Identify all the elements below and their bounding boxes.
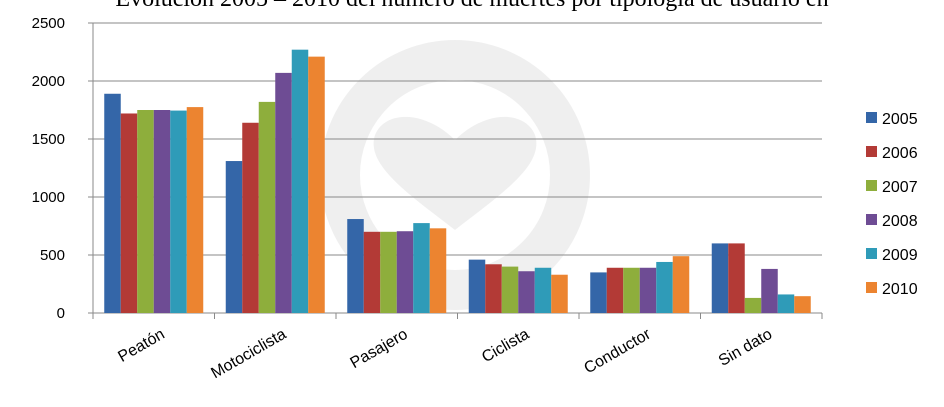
bar-2007-5 — [744, 297, 762, 313]
bar-2010-1 — [308, 56, 325, 313]
bar-2008-4 — [639, 267, 657, 313]
legend: 2005 2006 2007 2008 2009 2010 — [866, 111, 918, 298]
bar-2007-2 — [380, 231, 397, 313]
watermark — [320, 40, 590, 310]
bar-2005-5 — [711, 243, 729, 313]
legend-swatch — [866, 112, 877, 123]
bar-2008-2 — [396, 231, 414, 313]
legend-label: 2005 — [882, 111, 918, 128]
x-category-label: Pasajero — [348, 326, 411, 372]
bar-2010-4 — [672, 256, 690, 313]
legend-label: 2008 — [882, 213, 918, 230]
bar-2009-5 — [777, 294, 795, 313]
bar-2010-3 — [551, 274, 568, 313]
y-tick-label: 1000 — [32, 189, 65, 206]
bar-2006-5 — [728, 243, 745, 313]
bar-2006-0 — [120, 113, 138, 313]
y-tick-label: 1500 — [32, 131, 65, 148]
legend-label: 2009 — [882, 247, 918, 264]
axes — [88, 22, 823, 319]
bar-2009-4 — [656, 261, 673, 313]
bar-2007-0 — [137, 110, 154, 313]
bar-2009-2 — [413, 223, 430, 313]
bar-2006-2 — [363, 231, 381, 313]
bar-2006-4 — [606, 267, 624, 313]
bar-2005-1 — [225, 161, 243, 313]
x-category-label: Motociclista — [208, 326, 289, 383]
bar-2008-1 — [275, 72, 292, 313]
bar-2008-0 — [153, 110, 171, 313]
y-tick-label: 500 — [40, 247, 65, 264]
y-tick-label: 0 — [57, 305, 65, 322]
gridlines — [93, 22, 822, 256]
bar-2005-4 — [590, 272, 607, 313]
x-category-label: Peatón — [115, 326, 167, 366]
x-tick-labels: Peatón Motociclista Pasajero Ciclista Conduc… — [115, 325, 775, 382]
bar-2010-0 — [186, 107, 204, 313]
legend-label: 2010 — [882, 281, 918, 298]
bar-2007-3 — [501, 266, 519, 313]
x-category-label: Conductor — [581, 325, 654, 377]
legend-label: 2006 — [882, 145, 918, 162]
x-category-label: Sin dato — [716, 326, 775, 370]
bar-2010-5 — [794, 296, 811, 313]
y-tick-label: 2500 — [32, 15, 65, 32]
bar-2009-0 — [170, 110, 187, 313]
bar-2006-1 — [242, 122, 259, 313]
bar-2009-1 — [291, 49, 309, 314]
bar-2008-5 — [761, 268, 778, 313]
legend-swatch — [866, 180, 877, 191]
bar-2009-3 — [534, 267, 552, 313]
bar-2005-3 — [468, 259, 486, 313]
y-tick-label: 2000 — [32, 73, 65, 90]
x-category-label: Ciclista — [479, 326, 532, 367]
bar-2007-4 — [623, 267, 640, 313]
bar-2008-3 — [518, 271, 535, 313]
bar-2006-3 — [485, 264, 502, 313]
legend-swatch — [866, 282, 877, 293]
chart-title: Evolución 2005 – 2010 del número de muer… — [0, 0, 944, 13]
bar-2005-0 — [104, 93, 121, 313]
bar-2007-1 — [258, 101, 276, 313]
legend-swatch — [866, 248, 877, 259]
legend-swatch — [866, 146, 877, 157]
bars — [104, 49, 811, 314]
y-tick-labels: 0 500 1000 1500 2000 2500 — [32, 15, 65, 322]
legend-swatch — [866, 214, 877, 225]
legend-label: 2007 — [882, 179, 918, 196]
bar-2010-2 — [429, 228, 447, 313]
bar-2005-2 — [347, 219, 364, 313]
